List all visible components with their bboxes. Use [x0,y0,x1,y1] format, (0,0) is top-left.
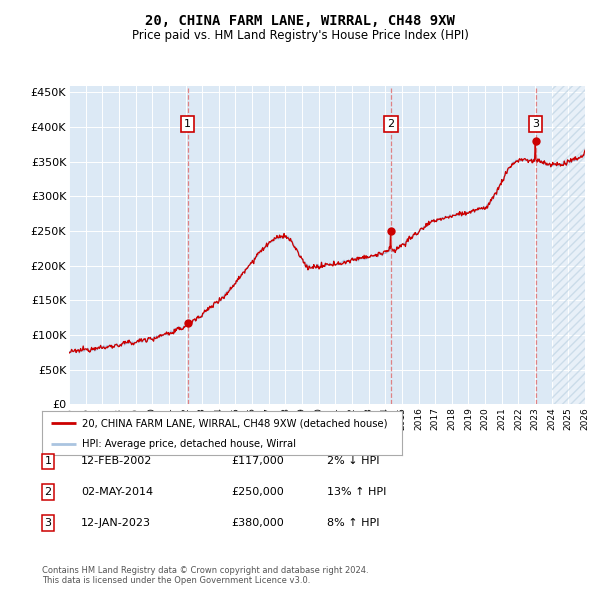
Text: 2% ↓ HPI: 2% ↓ HPI [327,457,380,466]
Text: This data is licensed under the Open Government Licence v3.0.: This data is licensed under the Open Gov… [42,576,310,585]
Text: 02-MAY-2014: 02-MAY-2014 [81,487,153,497]
Text: 20, CHINA FARM LANE, WIRRAL, CH48 9XW: 20, CHINA FARM LANE, WIRRAL, CH48 9XW [145,14,455,28]
Text: 1: 1 [44,457,52,466]
Text: 3: 3 [532,119,539,129]
Text: 12-JAN-2023: 12-JAN-2023 [81,518,151,527]
Text: 3: 3 [44,518,52,527]
Text: 13% ↑ HPI: 13% ↑ HPI [327,487,386,497]
Text: 2: 2 [388,119,394,129]
Text: 20, CHINA FARM LANE, WIRRAL, CH48 9XW (detached house): 20, CHINA FARM LANE, WIRRAL, CH48 9XW (d… [82,418,387,428]
Text: Price paid vs. HM Land Registry's House Price Index (HPI): Price paid vs. HM Land Registry's House … [131,29,469,42]
Text: 12-FEB-2002: 12-FEB-2002 [81,457,152,466]
Text: HPI: Average price, detached house, Wirral: HPI: Average price, detached house, Wirr… [82,438,296,448]
Text: £380,000: £380,000 [231,518,284,527]
Text: £250,000: £250,000 [231,487,284,497]
Text: Contains HM Land Registry data © Crown copyright and database right 2024.: Contains HM Land Registry data © Crown c… [42,566,368,575]
Text: 8% ↑ HPI: 8% ↑ HPI [327,518,380,527]
Text: £117,000: £117,000 [231,457,284,466]
Text: 2: 2 [44,487,52,497]
Text: 1: 1 [184,119,191,129]
